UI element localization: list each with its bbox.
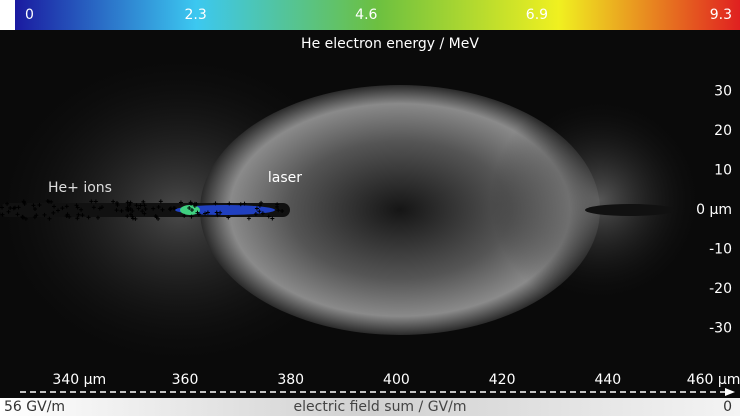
dark-channel — [585, 204, 675, 216]
page: {"chart_data":{"type":"field", "title":"… — [0, 0, 740, 416]
chart-title: He electron energy / MeV — [301, 36, 479, 52]
y-tick-label: -10 — [709, 241, 732, 257]
y-tick-label: -20 — [709, 281, 732, 297]
x-tick-label: 380 — [277, 372, 304, 388]
field-bar-label: electric field sum / GV/m — [294, 399, 467, 415]
y-tick-label: 10 — [714, 162, 732, 178]
x-tick-label: 420 — [489, 372, 516, 388]
x-tick-label: 440 — [594, 372, 621, 388]
x-tick-label: 360 — [172, 372, 199, 388]
x-tick-label: 340 μm — [52, 372, 106, 388]
colorbar-tick-label: 2.3 — [185, 7, 207, 23]
x-tick-label: 460 μm — [687, 372, 740, 388]
colorbar-tick-label: 0 — [25, 7, 34, 23]
x-tick-label: 400 — [383, 372, 410, 388]
field-bar-tick-label: 56 GV/m — [4, 399, 65, 415]
colorbar — [15, 0, 740, 30]
field-glow — [490, 90, 710, 310]
y-tick-label: 30 — [714, 83, 732, 99]
y-tick-label: 0 μm — [696, 202, 732, 218]
field-bar-tick-label: 0 — [723, 399, 732, 415]
chart: He electron energy / MeV laser He+ ions … — [0, 0, 740, 416]
colorbar-tick-label: 4.6 — [355, 7, 377, 23]
y-tick-label: -30 — [709, 320, 732, 336]
colorbar-tick-label: 6.9 — [526, 7, 548, 23]
colorbar-tick-label: 9.3 — [710, 7, 732, 23]
y-tick-label: 20 — [714, 123, 732, 139]
annotation: laser — [268, 170, 302, 186]
annotation: He+ ions — [48, 180, 112, 196]
